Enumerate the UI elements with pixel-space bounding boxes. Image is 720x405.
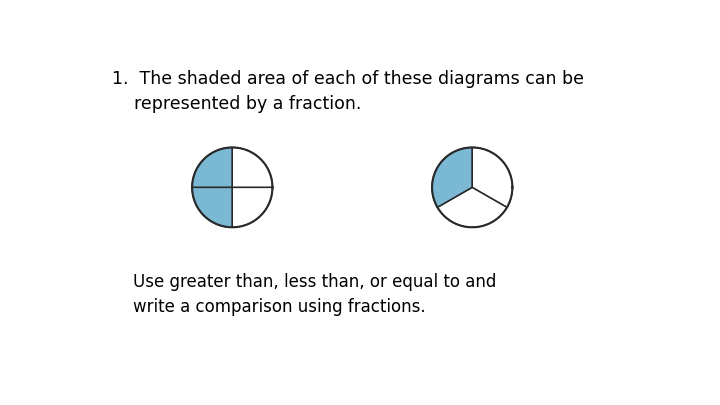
Polygon shape	[192, 188, 233, 227]
Polygon shape	[233, 188, 272, 227]
Polygon shape	[432, 147, 472, 207]
Polygon shape	[233, 147, 272, 188]
Polygon shape	[192, 147, 233, 188]
Text: 1.  The shaded area of each of these diagrams can be
    represented by a fracti: 1. The shaded area of each of these diag…	[112, 70, 585, 113]
Polygon shape	[472, 147, 513, 207]
Text: Use greater than, less than, or equal to and
    write a comparison using fracti: Use greater than, less than, or equal to…	[112, 273, 497, 316]
Polygon shape	[438, 188, 507, 227]
